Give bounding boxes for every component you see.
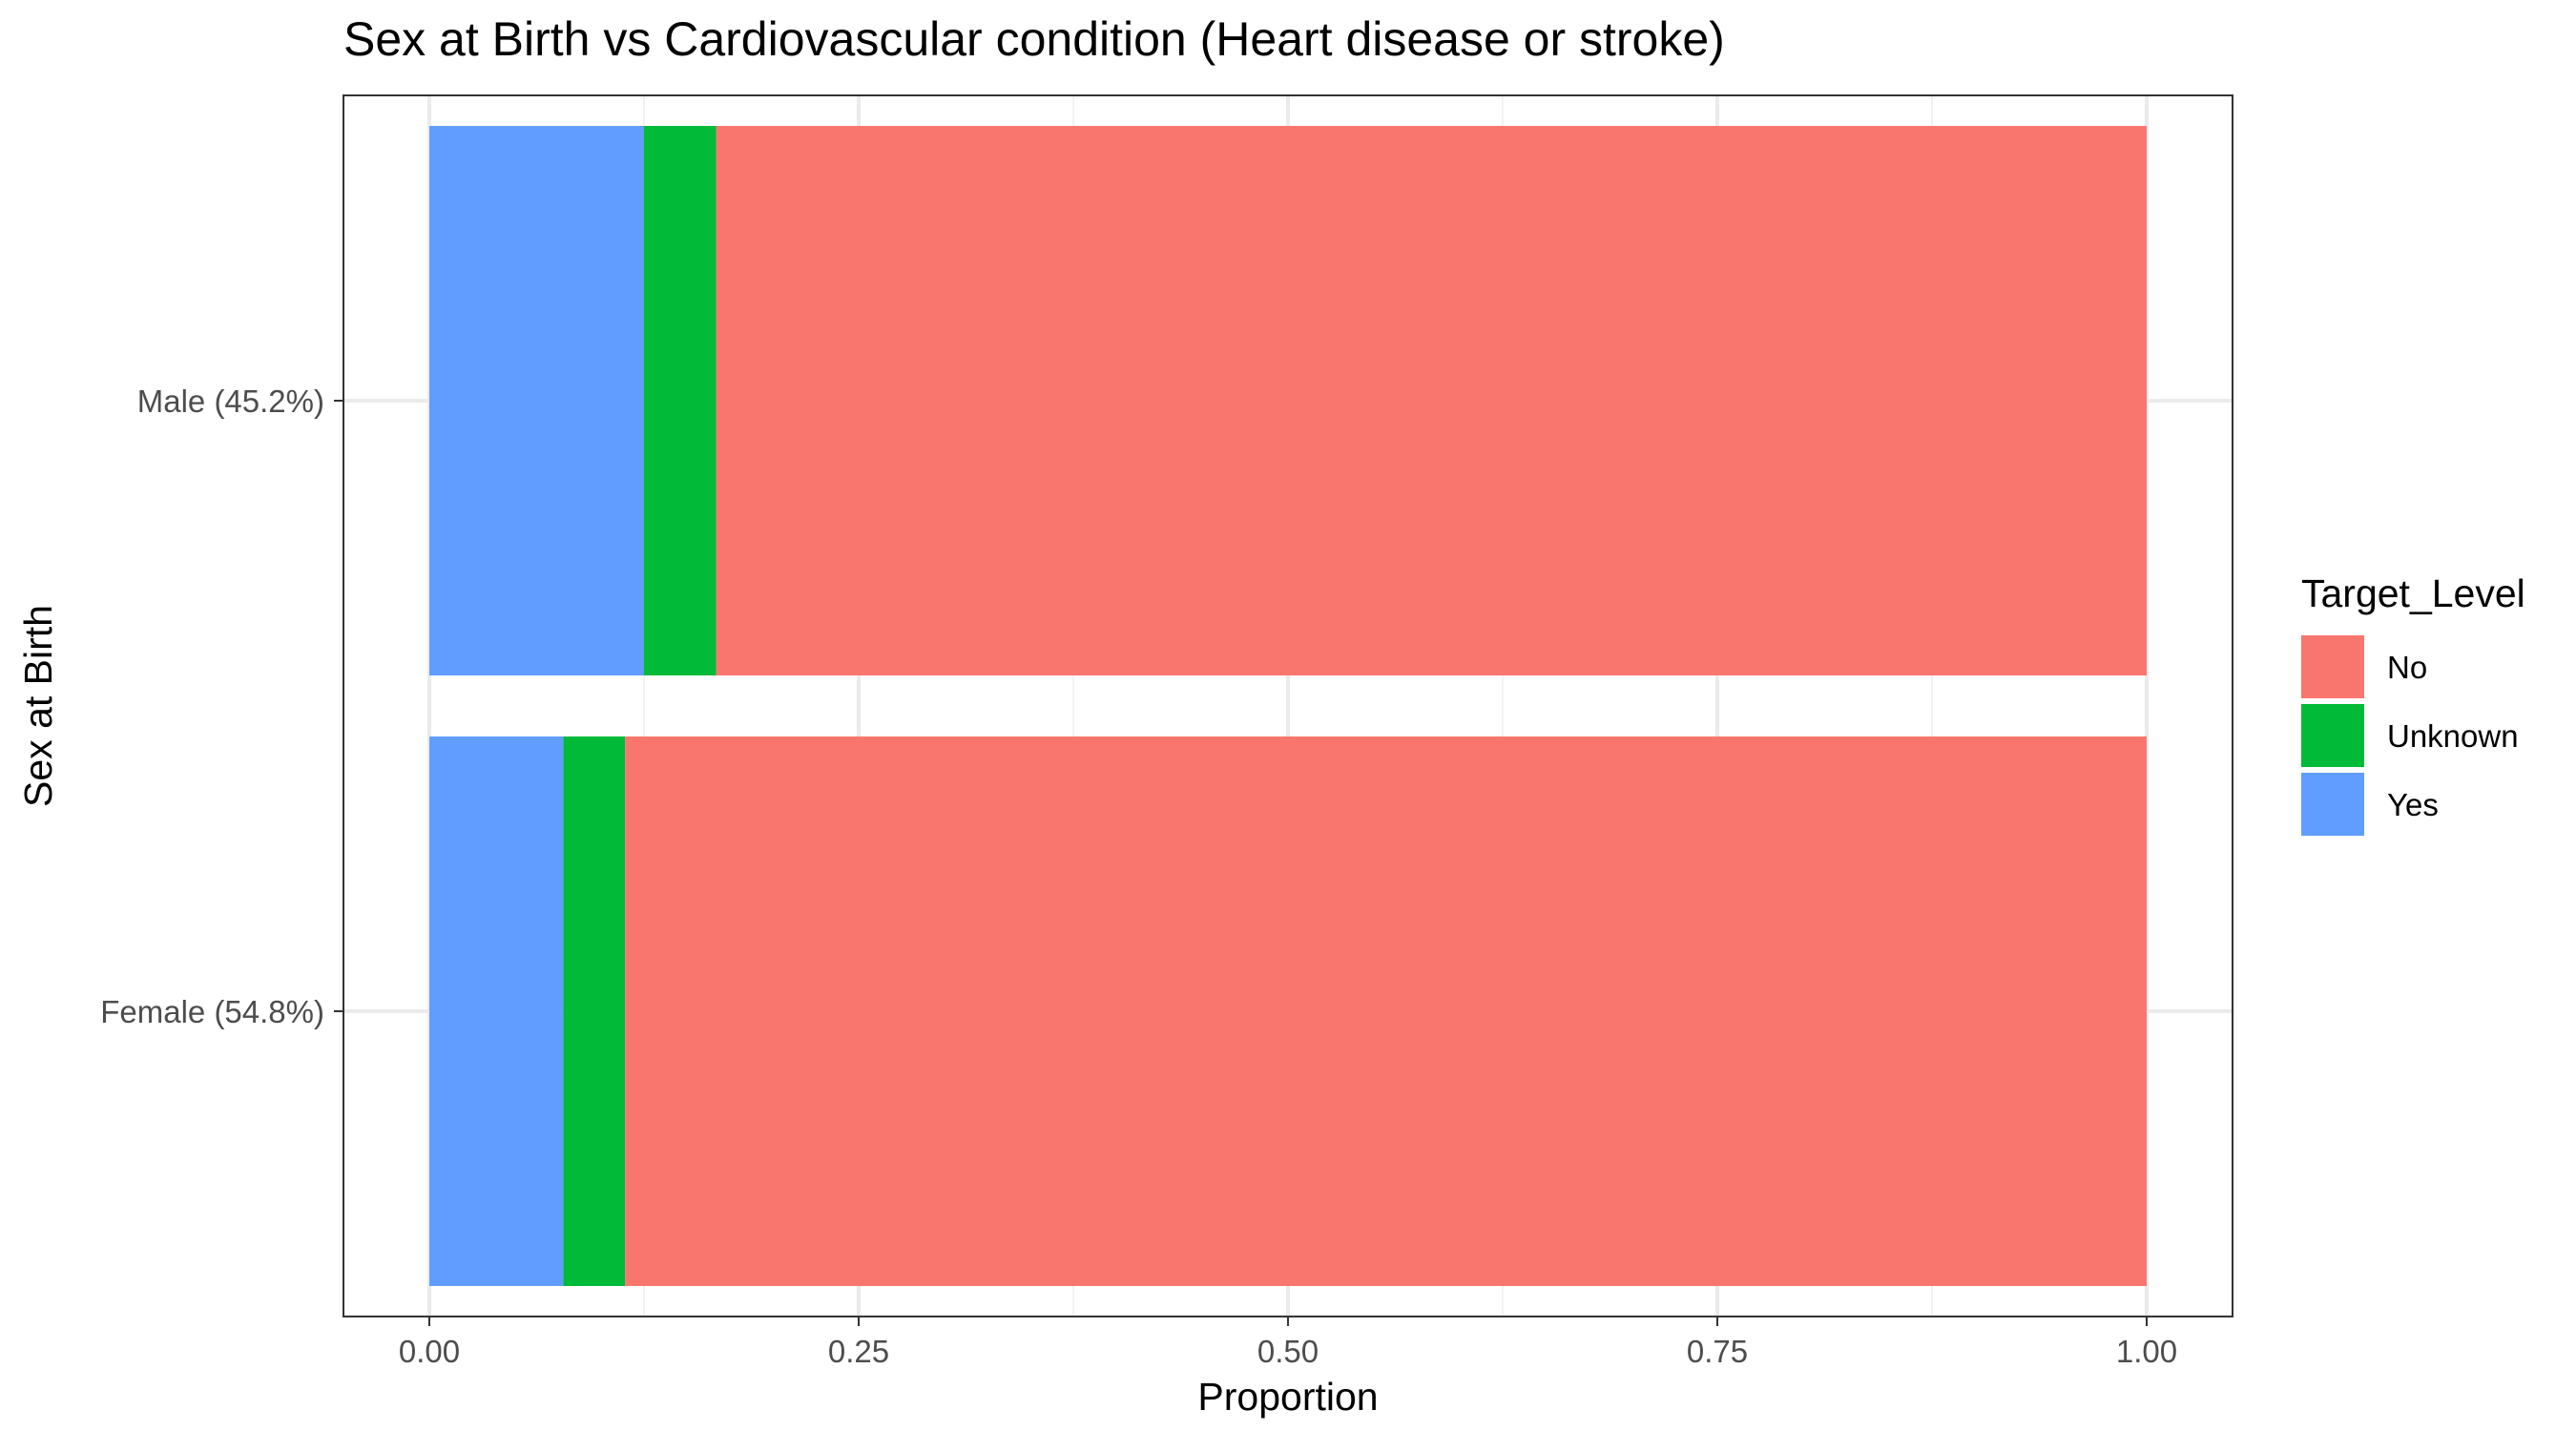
y-axis: Male (45.2%) Female (54.8%) [100, 384, 343, 1029]
legend-label: Yes [2387, 787, 2439, 822]
y-tick-label: Female (54.8%) [100, 994, 324, 1029]
bar-segment-no [625, 736, 2148, 1286]
legend: Target_Level No Unknown Yes [2301, 571, 2525, 836]
x-tick-label: 0.50 [1257, 1334, 1319, 1369]
chart-title: Sex at Birth vs Cardiovascular condition… [343, 12, 1725, 66]
legend-label: Unknown [2387, 718, 2519, 754]
y-axis-title: Sex at Birth [16, 605, 60, 807]
bar-segment-unknown [644, 126, 717, 675]
legend-key-yes [2301, 773, 2364, 836]
bar-segment-yes [429, 736, 564, 1286]
legend-key-unknown [2301, 704, 2364, 767]
x-tick-label: 0.25 [828, 1334, 889, 1369]
bar-segment-yes [429, 126, 644, 675]
plot-panel [343, 94, 2233, 1317]
y-tick-label: Male (45.2%) [137, 384, 324, 419]
bar-segment-no [716, 126, 2147, 675]
bars [429, 126, 2148, 1286]
legend-title: Target_Level [2301, 571, 2525, 615]
legend-key-no [2301, 635, 2364, 698]
x-tick-label: 0.75 [1687, 1334, 1748, 1369]
x-axis-title: Proportion [1197, 1375, 1378, 1419]
x-tick-label: 0.00 [399, 1334, 460, 1369]
legend-label: No [2387, 650, 2427, 685]
x-tick-label: 1.00 [2116, 1334, 2177, 1369]
x-axis: 0.00 0.25 0.50 0.75 1.00 [399, 1317, 2177, 1369]
bar-segment-unknown [563, 736, 626, 1286]
